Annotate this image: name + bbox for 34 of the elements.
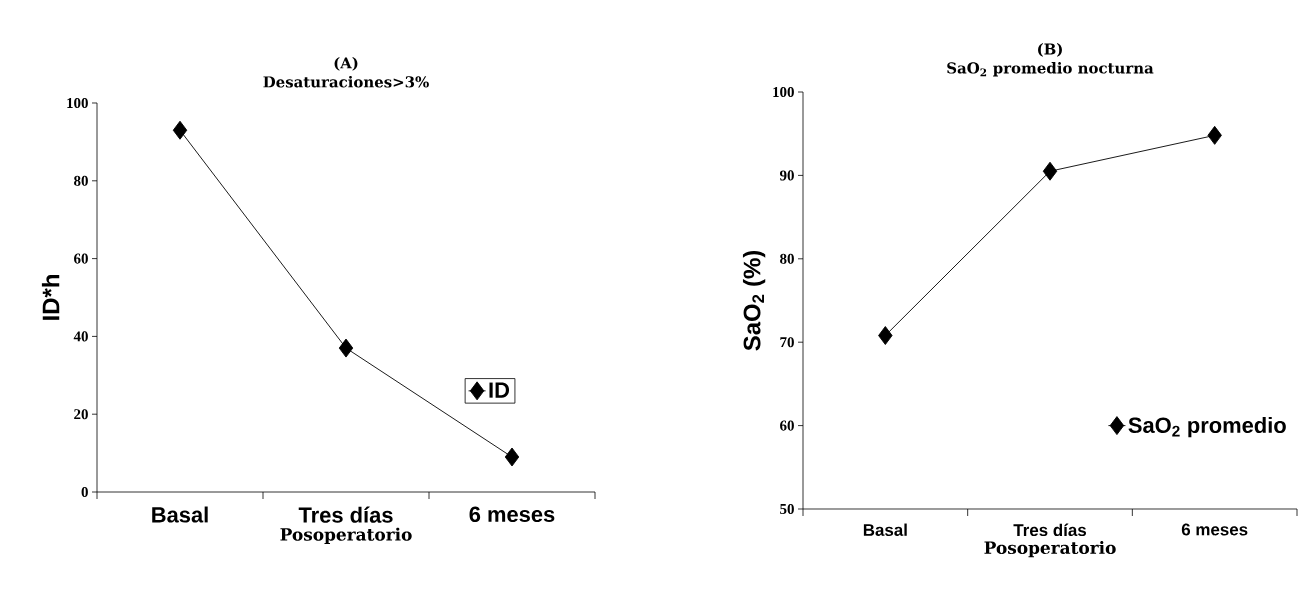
legend-label: ID	[489, 382, 510, 398]
y-tick-label: 0	[81, 486, 88, 498]
chart-subtitle: Desaturaciones>3%	[263, 75, 429, 88]
x-tick-label: 6 meses	[469, 506, 555, 523]
y-axis-title: SaO$_{2}$ (%)	[742, 250, 766, 351]
y-tick-label: 60	[74, 253, 88, 264]
chart-title: (A)	[334, 57, 358, 71]
y-tick-label: 50	[780, 503, 794, 515]
y-tick-label: 70	[780, 337, 794, 348]
point	[504, 447, 520, 467]
x-tick-label: Basal	[863, 523, 907, 536]
y-tick-label: 80	[780, 253, 794, 264]
y-tick-label: 100	[67, 97, 88, 109]
x-tick-label: Basal	[152, 506, 208, 523]
y-tick-label: 20	[74, 409, 88, 420]
chart-subtitle: SaO$_{2}$ promedio nocturna	[947, 62, 1154, 77]
x-tick-label: Tres días	[298, 506, 393, 523]
y-tick-label: 90	[779, 170, 794, 181]
x-tick-label: 6 meses	[1181, 523, 1248, 536]
point	[1042, 161, 1058, 181]
y-tick-label: 80	[74, 175, 88, 186]
y-tick-label: 60	[780, 420, 794, 431]
point	[1207, 125, 1222, 145]
x-tick-label: Tres días	[1013, 523, 1087, 537]
y-tick-label: 100	[773, 86, 794, 98]
point	[172, 120, 188, 140]
x-axis-title: Posoperatorio	[984, 540, 1116, 558]
y-tick-label: 40	[73, 331, 88, 342]
point	[338, 338, 354, 358]
y-axis-title: ID*h	[41, 275, 60, 320]
chart-title: (B)	[1038, 43, 1062, 57]
point	[878, 326, 893, 345]
x-axis-title: Posoperatorio	[280, 527, 412, 545]
legend-label: SaO$_{2}$ promedio	[1128, 416, 1286, 438]
